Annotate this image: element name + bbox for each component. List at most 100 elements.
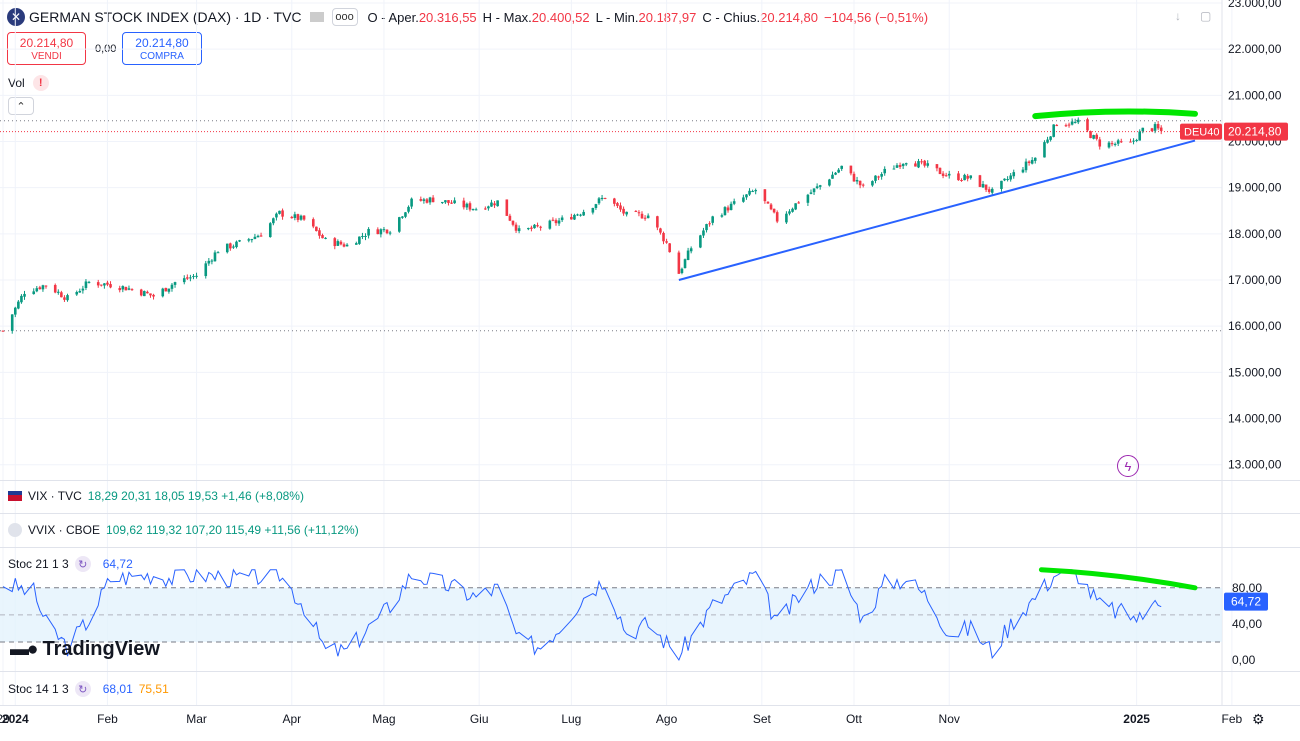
refresh-icon[interactable]: ↻ (74, 681, 91, 697)
candle-body (376, 229, 380, 235)
time-tick-label: 2025 (1123, 712, 1150, 726)
buy-button[interactable]: 20.214,80 COMPRA (122, 32, 202, 65)
v-logo-icon (8, 523, 22, 537)
candle-body (573, 214, 576, 220)
sell-label: VENDI (31, 51, 62, 62)
open-label: O - Aper. (367, 9, 419, 25)
candle-body (831, 174, 834, 179)
pane-divider[interactable] (0, 705, 1300, 706)
candle-body (428, 197, 432, 203)
tv-logo-icon: ▬● (10, 638, 39, 660)
warning-icon[interactable]: ! (32, 75, 49, 91)
time-tick-label: Lug (561, 712, 581, 726)
candle-body (333, 238, 337, 247)
fullscreen-icon[interactable]: ▢ (1200, 9, 1212, 23)
candle-body (487, 206, 490, 209)
candle-body (1086, 119, 1089, 131)
candle-body (170, 284, 174, 289)
candle-body (935, 164, 939, 169)
candle-body (1092, 135, 1095, 139)
candle-body (960, 179, 963, 181)
candle-body (1027, 161, 1031, 163)
us-flag-icon (8, 491, 22, 501)
time-tick-label: Mag (372, 712, 395, 726)
stoch-tick-label: 40,00 (1232, 617, 1262, 631)
candle-body (146, 291, 149, 294)
candle-body (748, 190, 751, 195)
candle-body (1138, 131, 1142, 141)
time-tick-label: Mar (186, 712, 207, 726)
candle-body (53, 285, 57, 293)
pane-divider[interactable] (0, 513, 1300, 514)
sell-price: 20.214,80 (19, 36, 74, 50)
price-tick-label: 18.000,00 (1228, 227, 1282, 241)
settings-gear-icon[interactable]: ⚙ (1252, 711, 1265, 727)
time-tick-label: Apr (282, 712, 301, 726)
candle-body (1024, 161, 1028, 171)
candle-body (17, 301, 20, 309)
candle-body (63, 297, 66, 300)
candle-body (794, 203, 797, 210)
candle-body (444, 200, 447, 203)
candle-body (167, 288, 171, 292)
candle-body (106, 282, 109, 285)
time-tick-label: Giu (470, 712, 489, 726)
price-tick-label: 17.000,00 (1228, 273, 1282, 287)
candle-body (361, 235, 364, 237)
candle-body (149, 293, 152, 296)
candle-body (247, 239, 251, 241)
more-icon[interactable]: ooo (331, 8, 358, 26)
sell-button[interactable]: 20.214,80 VENDI (7, 32, 86, 65)
lightning-icon[interactable]: ϟ (1117, 455, 1139, 477)
candle-body (594, 204, 598, 208)
candle-body (44, 285, 48, 287)
pane-divider[interactable] (0, 480, 1300, 481)
refresh-icon[interactable]: ↻ (74, 556, 91, 572)
candle-body (1030, 159, 1034, 164)
candle-body (281, 210, 284, 217)
candle-body (944, 175, 948, 177)
candle-body (127, 288, 131, 290)
vix-values: 18,29 20,31 18,05 19,53 +1,46 (+8,08%) (87, 489, 304, 503)
candle-body (597, 198, 601, 204)
candle-body (603, 197, 607, 199)
candle-body (103, 283, 106, 286)
pane-divider[interactable] (0, 547, 1300, 548)
stoch-tick-label: 80,00 (1232, 581, 1262, 595)
candle-body (78, 290, 82, 293)
candle-body (139, 289, 143, 296)
stoc1-legend: Stoc 21 1 3 ↻ 64,72 (8, 556, 139, 572)
close-label: C - Chius. (702, 9, 761, 25)
time-tick-label: 2024 (2, 712, 29, 726)
candle-body (130, 289, 134, 291)
candle-body (791, 208, 794, 212)
price-tick-label: 15.000,00 (1228, 365, 1282, 379)
pane-divider[interactable] (0, 671, 1300, 672)
price-tick-label: 19.000,00 (1228, 181, 1282, 195)
price-tick-label: 16.000,00 (1228, 319, 1282, 333)
time-tick-label: Set (753, 712, 772, 726)
candle-body (539, 226, 542, 228)
candle-body (441, 201, 444, 203)
candle-body (1033, 157, 1037, 161)
candle-body (364, 235, 367, 237)
candle-body (978, 175, 982, 187)
download-icon[interactable]: ↓ (1175, 9, 1181, 23)
candle-body (941, 173, 945, 176)
vvix-legend: VVIX · CBOE 109,62 119,32 107,20 115,49 … (8, 523, 365, 537)
symbol-name[interactable]: GERMAN STOCK INDEX (DAX) · 1D · TVC (29, 9, 302, 25)
vvix-name[interactable]: VVIX · CBOE (28, 523, 101, 537)
candle-body (96, 282, 100, 286)
chevron-up-icon[interactable]: ⌃ (8, 97, 34, 115)
candle-body (708, 223, 711, 225)
candle-body (646, 215, 650, 219)
candle-body (1110, 143, 1114, 145)
stoc1-name[interactable]: Stoc 21 1 3 (8, 557, 69, 571)
candle-body (711, 216, 714, 223)
stoc2-name[interactable]: Stoc 14 1 3 (8, 682, 69, 696)
vix-name[interactable]: VIX · TVC (28, 489, 82, 503)
candle-body (858, 180, 862, 186)
candle-body (579, 214, 582, 216)
candle-body (379, 229, 383, 235)
